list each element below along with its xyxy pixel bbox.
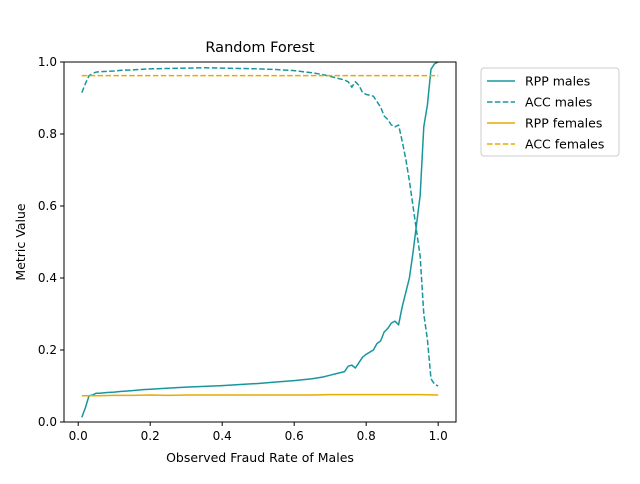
series-layer (81, 62, 439, 418)
legend-label: ACC females (525, 137, 604, 152)
chart-title: Random Forest (205, 40, 314, 56)
plot-frame (63, 61, 457, 423)
y-tick-label: 0.0 (38, 415, 57, 429)
legend-label: RPP males (525, 74, 590, 89)
legend-label: RPP females (525, 116, 602, 131)
y-tick-label: 1.0 (38, 55, 57, 69)
y-axis-ticks: 0.0 0.2 0.4 0.6 0.8 1.0 (38, 55, 64, 429)
y-tick-label: 0.8 (38, 127, 57, 141)
series-line-rpp-males (81, 62, 439, 418)
legend-box (480, 67, 620, 157)
legend: RPP males ACC males RPP females ACC females (480, 67, 620, 157)
x-axis-label: Observed Fraud Rate of Males (166, 450, 354, 465)
y-tick-label: 0.2 (38, 343, 57, 357)
series-line-acc-males (81, 67, 439, 387)
y-tick-label: 0.4 (38, 271, 57, 285)
y-axis-label: Metric Value (13, 203, 28, 280)
x-tick-label: 0.4 (213, 429, 232, 443)
y-tick-label: 0.6 (38, 199, 57, 213)
x-tick-label: 0.6 (285, 429, 304, 443)
x-tick-label: 0.8 (357, 429, 376, 443)
x-tick-label: 0.0 (69, 429, 88, 443)
x-tick-label: 1.0 (429, 429, 448, 443)
x-axis-ticks: 0.0 0.2 0.4 0.6 0.8 1.0 (69, 422, 448, 443)
x-tick-label: 0.2 (141, 429, 160, 443)
legend-label: ACC males (525, 95, 592, 110)
series-line-rpp-females (81, 393, 439, 397)
